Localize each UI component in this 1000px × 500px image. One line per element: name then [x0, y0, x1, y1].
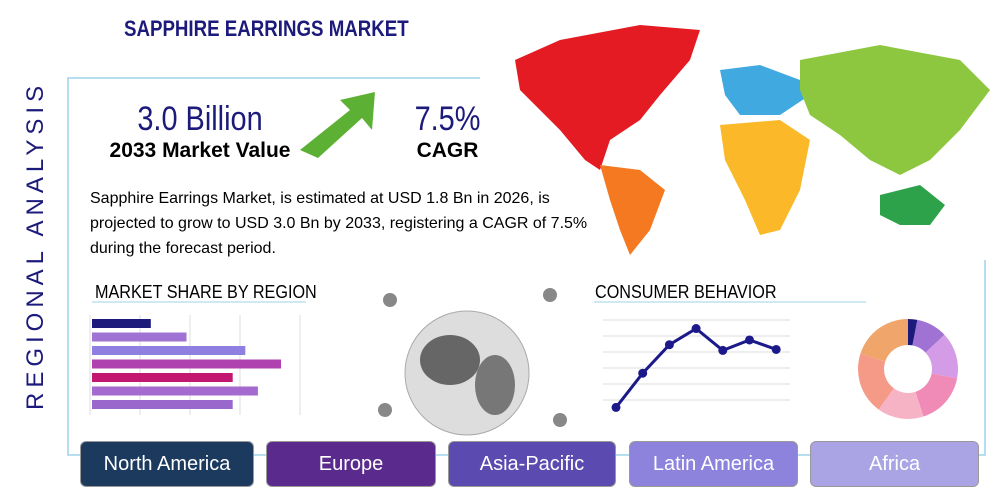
donut-slice — [860, 319, 908, 362]
point — [638, 368, 648, 378]
region-button[interactable]: Latin America — [629, 441, 798, 487]
bar — [92, 400, 233, 409]
stat-label: 2033 Market Value — [109, 139, 291, 162]
donut-slice — [925, 334, 958, 379]
growth-arrow — [300, 92, 375, 158]
section-title: MARKET SHARE BY REGION — [95, 282, 317, 302]
title: SAPPHIRE EARRINGS MARKET — [124, 16, 409, 41]
description: Sapphire Earrings Market, is estimated a… — [90, 190, 588, 257]
donut-slice — [915, 373, 958, 417]
donut-slice — [858, 353, 894, 410]
stat: 3.0 Billion 2033 Market Value — [100, 100, 300, 163]
bar — [92, 386, 258, 396]
chart-grid — [89, 315, 790, 415]
bar — [92, 359, 281, 369]
point — [611, 402, 621, 412]
donut-slice — [912, 319, 945, 353]
point — [664, 340, 674, 350]
region-button[interactable]: Europe — [266, 441, 436, 487]
point — [771, 344, 781, 354]
section-title: CONSUMER BEHAVIOR — [595, 282, 777, 302]
stat-label: CAGR — [416, 139, 479, 162]
donut-slice — [878, 388, 924, 419]
point — [691, 324, 701, 334]
stat-value: 7.5% — [414, 100, 481, 138]
donut-slice — [908, 319, 918, 346]
globe — [378, 288, 567, 436]
stat-value: 3.0 Billion — [137, 100, 263, 138]
bar — [92, 332, 187, 342]
stat: 7.5% CAGR — [400, 100, 495, 163]
point — [745, 335, 754, 345]
bar — [92, 373, 233, 382]
bar — [92, 346, 246, 355]
region-button[interactable]: Asia-Pacific — [448, 441, 616, 487]
region-button[interactable]: North America — [80, 441, 254, 487]
world-map — [515, 25, 990, 255]
region-button[interactable]: Africa — [810, 441, 979, 487]
point — [718, 345, 728, 355]
bar — [92, 319, 151, 328]
side-label: REGIONAL ANALYSIS — [22, 80, 49, 410]
